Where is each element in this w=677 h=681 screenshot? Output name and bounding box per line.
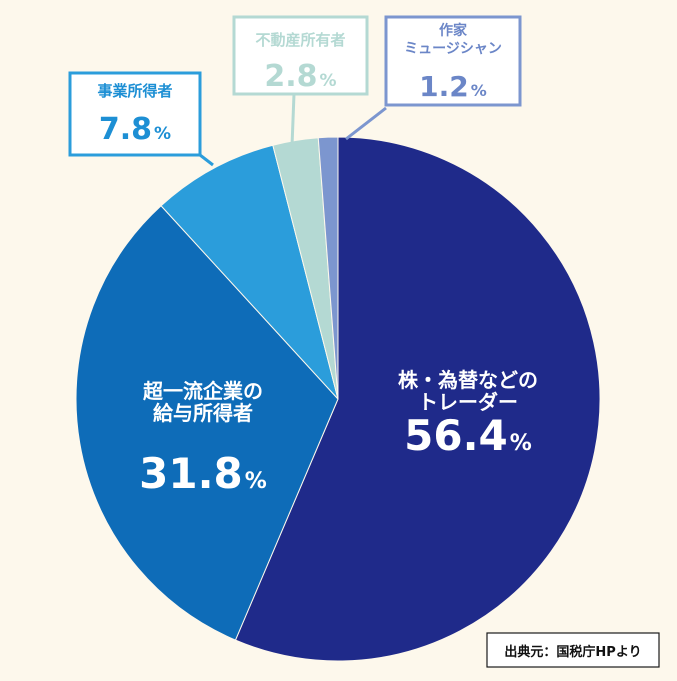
callout-box-3 xyxy=(68,71,202,157)
leader-line-5 xyxy=(345,106,387,141)
leader-line-3 xyxy=(199,153,214,167)
slice-label-2-line-2: 給与所得者 xyxy=(153,401,253,425)
slice-value-2: 31.8% xyxy=(139,449,267,498)
source-note: 出典元：国税庁HPより xyxy=(504,644,641,660)
callout-boxes xyxy=(68,15,522,157)
slice-label-1-line-1: 株・為替などの xyxy=(398,368,538,392)
slice-value-unit-3: % xyxy=(154,124,171,144)
slice-value-unit-5: % xyxy=(471,81,487,100)
slice-value-unit-2: % xyxy=(245,469,267,494)
slice-label-5-line-1: 作家 xyxy=(439,22,468,39)
slice-label-3-line-1: 事業所得者 xyxy=(97,82,172,100)
slice-value-3: 7.8% xyxy=(99,112,171,147)
slice-value-number-1: 56.4 xyxy=(404,411,508,460)
pie-slice-3 xyxy=(160,144,339,400)
slice-value-number-5: 1.2 xyxy=(419,70,469,103)
slice-label-1-line-2: トレーダー xyxy=(418,390,518,414)
leader-lines xyxy=(199,93,387,167)
pie-slice-1 xyxy=(234,136,601,662)
slice-label-2-line-1: 超一流企業の xyxy=(142,379,263,403)
slice-value-unit-4: % xyxy=(320,71,337,91)
source-box: 出典元：国税庁HPより xyxy=(486,632,660,668)
leader-line-4 xyxy=(290,93,296,147)
slice-value-4: 2.8% xyxy=(264,59,336,94)
slice-value-unit-1: % xyxy=(510,431,532,456)
slice-value-5: 1.2% xyxy=(419,70,487,103)
slice-value-number-4: 2.8 xyxy=(264,59,317,94)
pie-slice-5 xyxy=(317,136,339,400)
slice-value-number-2: 31.8 xyxy=(139,449,243,498)
callout-box-5 xyxy=(384,15,522,107)
slice-value-1: 56.4% xyxy=(404,411,532,460)
pie-slice-2 xyxy=(75,205,339,641)
slice-label-5-line-2: ミュージシャン xyxy=(404,41,502,57)
slice-value-number-3: 7.8 xyxy=(99,112,152,147)
slice-label-4-line-1: 不動産所有者 xyxy=(255,31,345,49)
pie-slices xyxy=(75,136,601,662)
callout-box-4 xyxy=(232,15,369,96)
